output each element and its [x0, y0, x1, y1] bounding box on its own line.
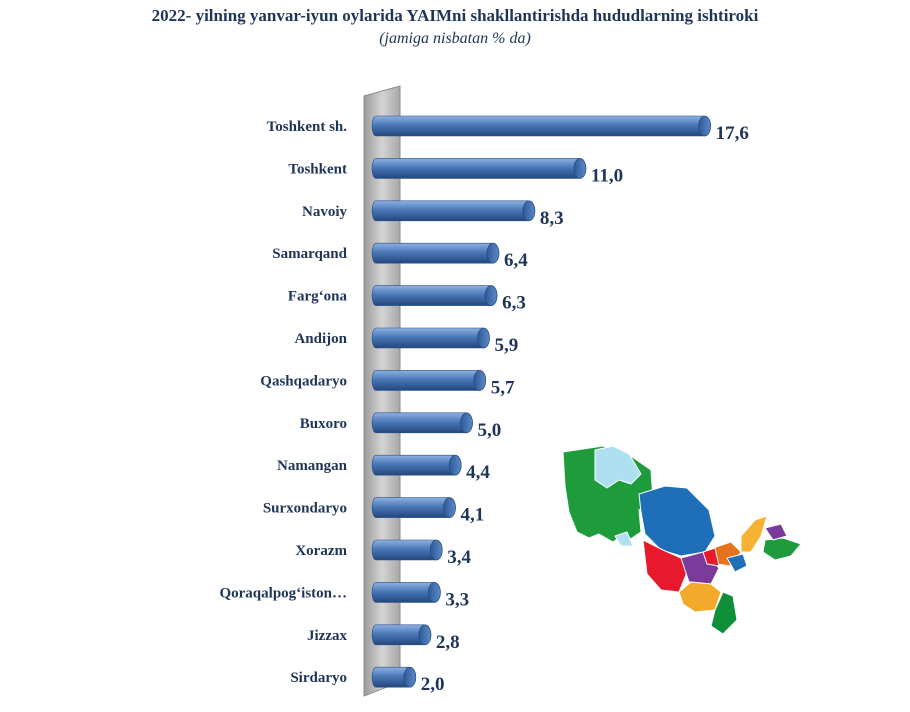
- map-region-12: [726, 553, 748, 573]
- value-label: 6,3: [502, 293, 526, 314]
- map-region-10: [762, 537, 802, 561]
- bar-end-cap: [428, 582, 441, 603]
- map-region-14: [764, 523, 788, 541]
- value-label: 5,0: [478, 420, 502, 441]
- map-region-9: [740, 515, 768, 553]
- value-label: 2,0: [421, 674, 445, 695]
- category-label: Surxondaryo: [263, 501, 347, 517]
- value-label: 6,4: [504, 250, 528, 271]
- value-label: 4,4: [466, 462, 490, 483]
- category-label: Namangan: [277, 458, 348, 474]
- bar: [371, 115, 711, 137]
- bar: [371, 454, 462, 476]
- category-label: Samarqand: [272, 246, 347, 262]
- value-label: 5,7: [491, 377, 515, 398]
- bar: [371, 242, 500, 264]
- bar: [371, 497, 456, 518]
- bar: [371, 370, 487, 391]
- bar-end-cap: [477, 327, 490, 349]
- bar: [371, 412, 473, 434]
- bar-end-cap: [403, 666, 417, 688]
- bar-end-cap: [522, 200, 536, 222]
- map-region-11: [614, 531, 634, 547]
- value-label: 2,8: [436, 632, 460, 653]
- value-label: 3,3: [445, 589, 469, 610]
- uzbekistan-map-icon: [562, 445, 802, 635]
- bar-end-cap: [698, 115, 711, 137]
- category-label: Sirdaryo: [290, 670, 347, 686]
- bar-end-cap: [460, 412, 473, 434]
- chart-title: 2022- yilning yanvar-iyun oylarida YAIMn…: [151, 6, 759, 25]
- map-region-13: [702, 547, 720, 567]
- value-label: 11,0: [591, 165, 623, 186]
- category-label: Navoiy: [302, 204, 348, 220]
- map-region-6: [678, 581, 722, 613]
- category-label: Jizzax: [307, 628, 347, 644]
- bar-end-cap: [484, 285, 498, 306]
- category-label: Qashqadaryo: [260, 373, 347, 389]
- bar-end-cap: [418, 624, 432, 646]
- bar: [371, 327, 490, 349]
- category-label: Xorazm: [295, 543, 347, 559]
- category-label: Toshkent sh.: [267, 119, 348, 135]
- bar: [371, 200, 536, 222]
- bar-end-cap: [448, 454, 462, 476]
- bar-end-cap: [443, 497, 456, 518]
- value-label: 17,6: [716, 123, 749, 144]
- category-label: Buxoro: [300, 416, 347, 432]
- map-region-4: [642, 539, 688, 593]
- bar-end-cap: [573, 158, 587, 179]
- value-label: 8,3: [540, 208, 564, 229]
- bar-end-cap: [473, 370, 487, 391]
- bar: [371, 158, 587, 179]
- value-label: 5,9: [495, 335, 519, 356]
- bar: [371, 285, 498, 306]
- category-label: Andijon: [294, 331, 347, 347]
- value-label: 3,4: [447, 547, 471, 568]
- bar-end-cap: [429, 539, 443, 561]
- chart-subtitle: (jamiga nisbatan % da): [379, 30, 531, 47]
- category-label: Qoraqalpog‘iston…: [219, 585, 347, 601]
- map-region-2: [594, 445, 642, 489]
- category-label: Toshkent: [288, 161, 347, 177]
- value-label: 4,1: [460, 505, 484, 526]
- bar-end-cap: [486, 242, 500, 264]
- map-region-8: [710, 591, 738, 635]
- category-label: Farg‘ona: [288, 289, 348, 305]
